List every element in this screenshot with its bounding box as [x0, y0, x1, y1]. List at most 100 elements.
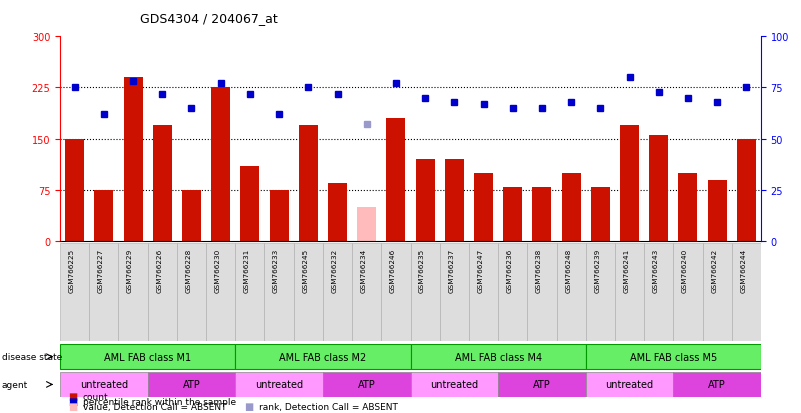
- Text: GSM766240: GSM766240: [682, 249, 688, 293]
- Bar: [65, 140, 84, 242]
- Text: count: count: [83, 392, 108, 401]
- Bar: [123, 78, 143, 242]
- Bar: [328, 184, 347, 242]
- Bar: [562, 173, 581, 242]
- Bar: [702, 244, 732, 341]
- Text: GSM766244: GSM766244: [740, 249, 747, 293]
- Bar: [586, 372, 674, 397]
- Text: GSM766236: GSM766236: [507, 249, 513, 293]
- Bar: [299, 126, 318, 242]
- Text: GSM766248: GSM766248: [566, 249, 571, 293]
- Bar: [416, 160, 435, 242]
- Text: ■: ■: [244, 401, 254, 411]
- Bar: [674, 244, 702, 341]
- Bar: [527, 244, 557, 341]
- Bar: [211, 88, 230, 242]
- Text: GSM766232: GSM766232: [332, 249, 337, 293]
- Bar: [737, 140, 756, 242]
- Text: GSM766238: GSM766238: [536, 249, 542, 293]
- Bar: [440, 244, 469, 341]
- Text: ATP: ATP: [183, 380, 200, 389]
- Bar: [498, 372, 586, 397]
- Bar: [707, 180, 727, 242]
- Bar: [533, 187, 551, 242]
- Bar: [182, 190, 201, 242]
- Bar: [445, 160, 464, 242]
- Bar: [644, 244, 674, 341]
- Bar: [620, 126, 639, 242]
- Bar: [60, 244, 89, 341]
- Text: GSM766233: GSM766233: [273, 249, 279, 293]
- Text: AML FAB class M1: AML FAB class M1: [104, 352, 191, 362]
- Bar: [206, 244, 235, 341]
- Text: agent: agent: [2, 380, 28, 389]
- Bar: [381, 244, 410, 341]
- Bar: [586, 244, 615, 341]
- Text: GSM766231: GSM766231: [244, 249, 250, 293]
- Bar: [650, 136, 668, 242]
- Bar: [147, 244, 177, 341]
- Text: GSM766227: GSM766227: [98, 249, 104, 293]
- Text: GSM766247: GSM766247: [477, 249, 484, 293]
- Bar: [410, 244, 440, 341]
- Text: GSM766246: GSM766246: [390, 249, 396, 293]
- Text: GSM766230: GSM766230: [215, 249, 221, 293]
- Text: AML FAB class M2: AML FAB class M2: [280, 352, 367, 362]
- Bar: [294, 244, 323, 341]
- Text: untreated: untreated: [255, 380, 303, 389]
- Bar: [732, 244, 761, 341]
- Text: GSM766235: GSM766235: [419, 249, 425, 293]
- Bar: [586, 344, 761, 369]
- Text: percentile rank within the sample: percentile rank within the sample: [83, 396, 235, 406]
- Text: GSM766228: GSM766228: [186, 249, 191, 293]
- Bar: [60, 372, 147, 397]
- Text: GSM766237: GSM766237: [449, 249, 454, 293]
- Text: GSM766229: GSM766229: [127, 249, 133, 293]
- Text: untreated: untreated: [430, 380, 478, 389]
- Bar: [591, 187, 610, 242]
- Text: GSM766242: GSM766242: [711, 249, 717, 293]
- Bar: [474, 173, 493, 242]
- Text: rank, Detection Call = ABSENT: rank, Detection Call = ABSENT: [259, 402, 397, 411]
- Text: untreated: untreated: [80, 380, 128, 389]
- Bar: [469, 244, 498, 341]
- Bar: [235, 372, 323, 397]
- Bar: [498, 244, 527, 341]
- Bar: [177, 244, 206, 341]
- Bar: [410, 372, 498, 397]
- Bar: [235, 344, 410, 369]
- Text: GSM766245: GSM766245: [302, 249, 308, 293]
- Text: GSM766243: GSM766243: [653, 249, 658, 293]
- Bar: [503, 187, 522, 242]
- Text: disease state: disease state: [2, 352, 62, 361]
- Text: untreated: untreated: [606, 380, 654, 389]
- Bar: [323, 244, 352, 341]
- Bar: [147, 372, 235, 397]
- Text: ■: ■: [68, 401, 78, 411]
- Bar: [323, 372, 410, 397]
- Bar: [357, 207, 376, 242]
- Text: value, Detection Call = ABSENT: value, Detection Call = ABSENT: [83, 402, 226, 411]
- Text: GSM766239: GSM766239: [594, 249, 600, 293]
- Bar: [240, 166, 260, 242]
- Bar: [352, 244, 381, 341]
- Text: GSM766234: GSM766234: [360, 249, 367, 293]
- Text: AML FAB class M4: AML FAB class M4: [454, 352, 541, 362]
- Bar: [410, 344, 586, 369]
- Text: AML FAB class M5: AML FAB class M5: [630, 352, 717, 362]
- Bar: [678, 173, 698, 242]
- Bar: [557, 244, 586, 341]
- Bar: [153, 126, 171, 242]
- Bar: [89, 244, 119, 341]
- Text: ■: ■: [68, 391, 78, 401]
- Text: GDS4304 / 204067_at: GDS4304 / 204067_at: [140, 12, 278, 25]
- Bar: [270, 190, 288, 242]
- Text: ATP: ATP: [358, 380, 376, 389]
- Bar: [386, 119, 405, 242]
- Bar: [264, 244, 294, 341]
- Text: GSM766225: GSM766225: [69, 249, 74, 293]
- Text: ■: ■: [68, 396, 78, 406]
- Text: ATP: ATP: [708, 380, 726, 389]
- Bar: [615, 244, 644, 341]
- Bar: [235, 244, 264, 341]
